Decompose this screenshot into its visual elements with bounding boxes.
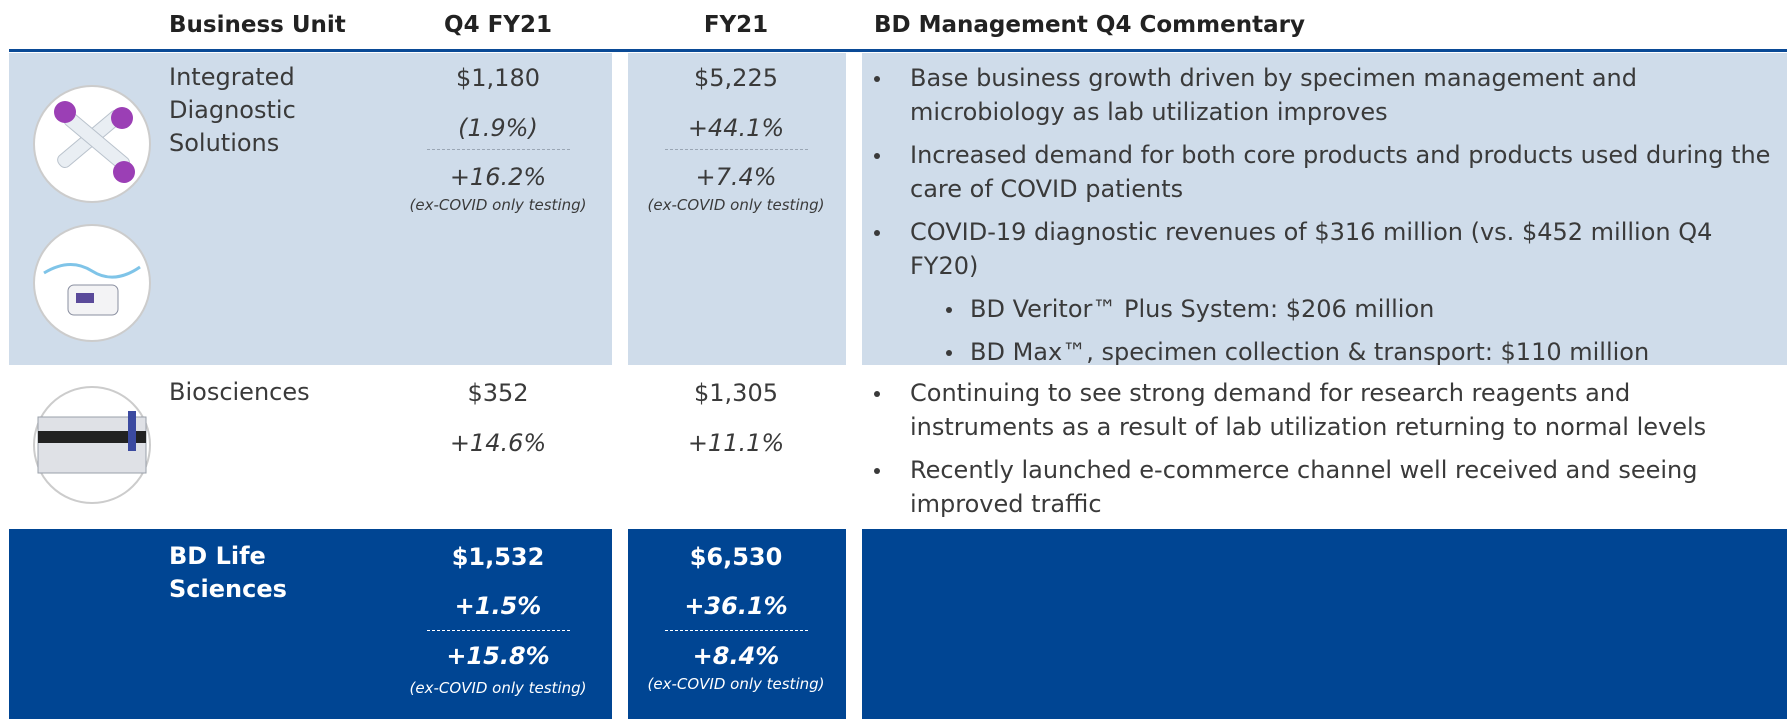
instrument-icon: [30, 383, 154, 507]
ex-covid-note: (ex-COVID only testing): [621, 674, 851, 694]
bullet-text: COVID-19 diagnostic revenues of $316 mil…: [910, 218, 1712, 280]
divider: [427, 630, 570, 631]
growth: +36.1%: [621, 589, 851, 623]
sub-bullet: BD Max™, specimen collection & transport…: [862, 335, 1777, 369]
revenue: $6,530: [621, 540, 851, 574]
bullet-text: Base business growth driven by specimen …: [910, 64, 1637, 126]
header-cell: FY21: [636, 8, 836, 42]
page: Business Unit Q4 FY21 FY21 BD Management…: [0, 0, 1787, 719]
tubes-icon: [30, 82, 154, 206]
revenue: $1,532: [383, 540, 613, 574]
ex-covid-growth: +8.4%: [621, 639, 851, 673]
header-cell: Q4 FY21: [398, 8, 598, 42]
growth: +1.5%: [383, 589, 613, 623]
ex-covid-note: (ex-COVID only testing): [383, 195, 613, 215]
bullet: COVID-19 diagnostic revenues of $316 mil…: [862, 215, 1777, 283]
commentary: Continuing to see strong demand for rese…: [862, 376, 1777, 530]
growth: +14.6%: [383, 426, 613, 460]
revenue: $1,180: [383, 61, 613, 95]
unit-name: BD Life Sciences: [169, 540, 319, 606]
bullet-text: Continuing to see strong demand for rese…: [910, 379, 1706, 441]
bullet: Recently launched e-commerce channel wel…: [862, 453, 1777, 521]
header-rule: [9, 49, 1787, 52]
bullet: Base business growth driven by specimen …: [862, 61, 1777, 129]
growth: +44.1%: [621, 111, 851, 145]
sub-bullet: BD Veritor™ Plus System: $206 million: [862, 292, 1777, 326]
ex-covid-growth: +7.4%: [621, 160, 851, 194]
header-cell: BD Management Q4 Commentary: [874, 8, 1305, 42]
bullet-text: Increased demand for both core products …: [910, 141, 1770, 203]
bullet: Continuing to see strong demand for rese…: [862, 376, 1777, 444]
bullet-text: Recently launched e-commerce channel wel…: [910, 456, 1698, 518]
revenue: $352: [383, 376, 613, 410]
commentary: Base business growth driven by specimen …: [862, 61, 1777, 378]
analyzer-icon: [30, 221, 154, 345]
unit-name: Biosciences: [169, 376, 319, 409]
bullet-text: BD Max™, specimen collection & transport…: [970, 338, 1649, 366]
ex-covid-growth: +16.2%: [383, 160, 613, 194]
growth: +11.1%: [621, 426, 851, 460]
revenue: $1,305: [621, 376, 851, 410]
bullet-text: BD Veritor™ Plus System: $206 million: [970, 295, 1434, 323]
header-cell: Business Unit: [169, 8, 346, 42]
ex-covid-growth: +15.8%: [383, 639, 613, 673]
ex-covid-note: (ex-COVID only testing): [383, 678, 613, 698]
divider: [665, 630, 808, 631]
revenue: $5,225: [621, 61, 851, 95]
growth: (1.9%): [383, 111, 613, 145]
divider: [665, 149, 808, 150]
bullet: Increased demand for both core products …: [862, 138, 1777, 206]
unit-name: Integrated Diagnostic Solutions: [169, 61, 319, 160]
ex-covid-note: (ex-COVID only testing): [621, 195, 851, 215]
row-bg: [862, 529, 1787, 719]
divider: [427, 149, 570, 150]
